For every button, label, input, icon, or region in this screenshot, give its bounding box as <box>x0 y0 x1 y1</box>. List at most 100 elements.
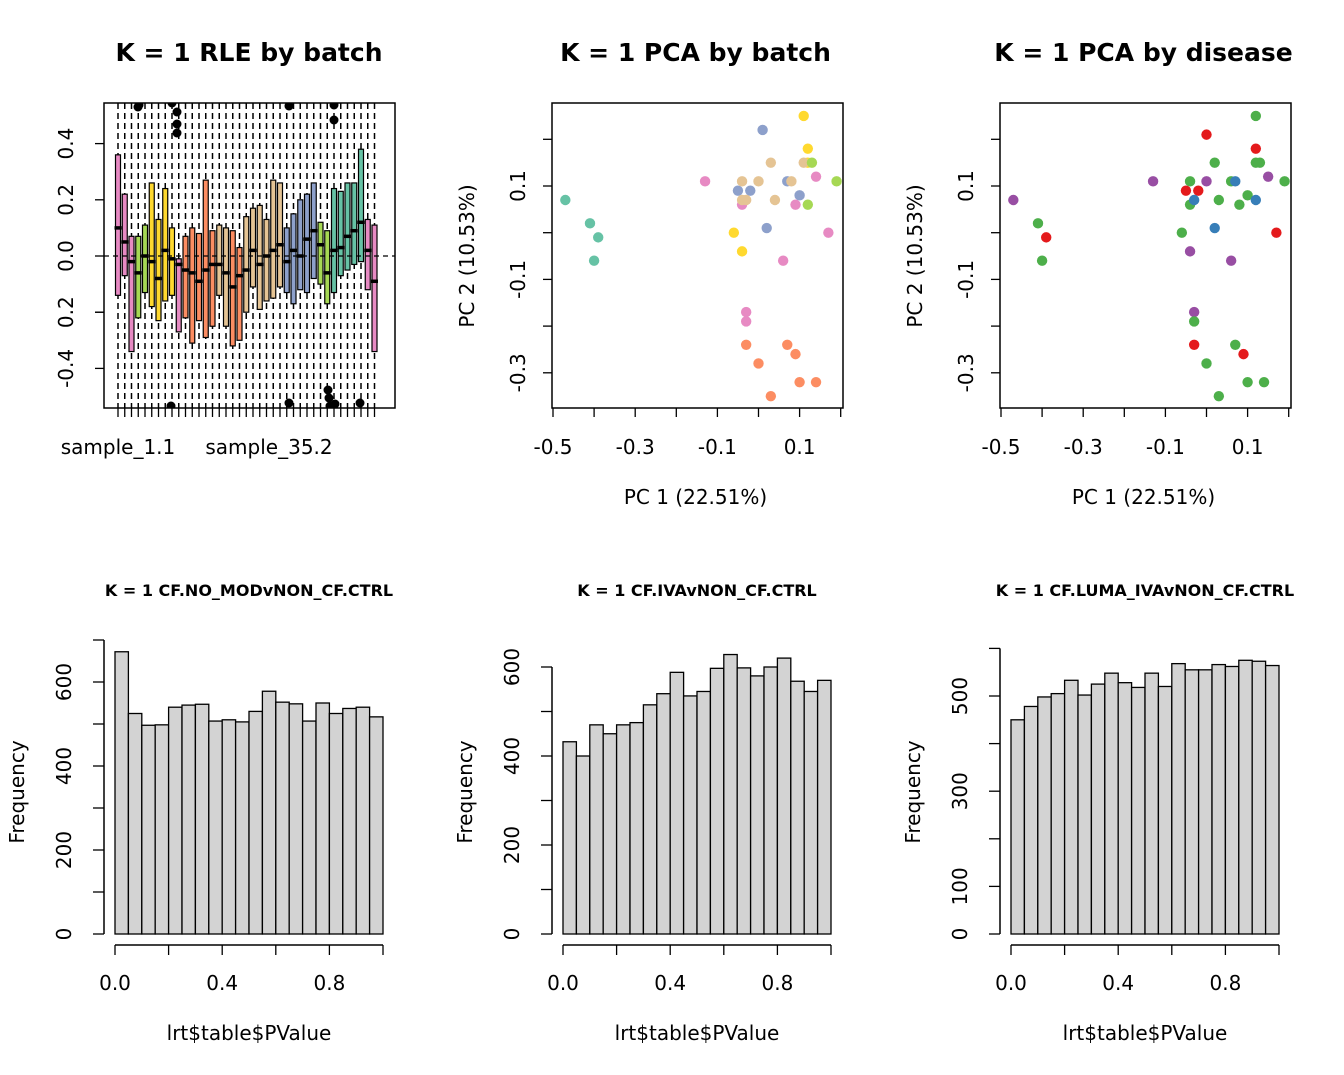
x-tick-label: -0.1 <box>1146 435 1185 459</box>
histogram-bar <box>669 671 685 935</box>
chart-title: K = 1 CF.NO_MODvNON_CF.CTRL <box>105 581 393 600</box>
data-point <box>1201 358 1212 369</box>
outlier-point <box>324 393 334 403</box>
histogram-bar <box>709 667 725 935</box>
box <box>371 224 378 353</box>
y-tick-label: 0.4 <box>54 128 78 160</box>
box <box>297 199 304 291</box>
y-axis-label: Frequency <box>453 740 477 843</box>
histogram-bar <box>181 704 197 935</box>
data-point <box>1230 176 1241 187</box>
data-point <box>1250 143 1262 154</box>
histogram-bar <box>642 704 658 935</box>
x-axis-label: PC 1 (22.51%) <box>624 485 767 509</box>
box <box>351 182 358 266</box>
y-tick-label: 600 <box>500 648 524 686</box>
data-point <box>802 199 814 210</box>
x-tick-label: -0.5 <box>533 435 572 459</box>
box <box>263 218 270 302</box>
data-point <box>1258 376 1270 388</box>
histogram-bar <box>167 706 183 935</box>
y-tick-label: 0.2 <box>54 296 78 328</box>
histogram-bar <box>1077 694 1093 935</box>
data-point <box>823 227 834 238</box>
plot-area <box>104 103 395 408</box>
data-point <box>798 157 809 168</box>
data-point <box>1242 376 1253 388</box>
y-tick-label: 600 <box>52 663 76 701</box>
box <box>276 182 284 288</box>
outlier-point <box>330 399 340 408</box>
box <box>135 235 142 319</box>
histogram-bar <box>615 724 631 935</box>
data-point <box>786 176 797 187</box>
histogram-bar <box>1184 669 1200 935</box>
histogram-bar <box>1197 669 1213 935</box>
histogram-bar <box>141 724 156 935</box>
histogram-bar <box>208 720 223 935</box>
y-tick-label: -0.1 <box>954 260 978 299</box>
histogram-bar <box>1171 662 1186 935</box>
data-point <box>740 306 752 318</box>
histogram-bar <box>234 721 250 935</box>
data-point <box>1008 194 1019 206</box>
data-point <box>584 218 596 229</box>
x-tick-label: -0.3 <box>616 435 655 459</box>
outlier-point <box>284 398 294 408</box>
histogram-bar <box>1157 685 1173 935</box>
box <box>155 218 162 322</box>
box <box>337 190 344 277</box>
data-point <box>1234 199 1245 210</box>
x-axis-label: PC 1 (22.51%) <box>1072 485 1215 509</box>
data-point <box>732 185 744 196</box>
data-point <box>765 390 777 402</box>
data-point <box>740 194 752 206</box>
y-tick-label: 100 <box>948 867 972 905</box>
data-point <box>736 176 748 187</box>
x-tick-label: 0.4 <box>654 971 686 995</box>
box <box>114 154 122 296</box>
data-point <box>560 194 571 206</box>
data-point <box>806 157 818 168</box>
histogram-bar <box>1104 672 1119 935</box>
data-point <box>1213 390 1225 402</box>
data-point <box>753 358 764 369</box>
box <box>256 204 263 310</box>
histogram-bar <box>1251 660 1267 935</box>
y-axis-label: Frequency <box>901 740 925 843</box>
histogram-bar <box>1130 686 1146 935</box>
data-point <box>810 376 822 388</box>
data-point <box>1213 194 1225 206</box>
box <box>168 227 176 296</box>
histogram-bar <box>656 693 671 935</box>
y-axis-label: Frequency <box>5 740 29 843</box>
outlier-point <box>284 103 294 111</box>
x-tick-label: 0.0 <box>547 971 579 995</box>
box <box>303 193 311 294</box>
histogram-bar <box>275 701 290 935</box>
x-tick-label: 0.8 <box>1209 971 1241 995</box>
x-tick-label: 0.8 <box>761 971 793 995</box>
outlier-point <box>329 103 339 110</box>
data-point <box>1250 194 1262 206</box>
outlier-point <box>166 401 176 408</box>
box <box>290 213 297 305</box>
histogram-bar <box>1090 683 1106 935</box>
data-point <box>1279 176 1290 187</box>
box <box>148 182 155 308</box>
data-point <box>745 185 756 196</box>
data-point <box>765 157 777 168</box>
histogram-bar <box>1264 664 1280 935</box>
x-tick-label: 0.4 <box>206 971 238 995</box>
data-point <box>1184 176 1196 187</box>
x-tick-label: 0.0 <box>995 971 1027 995</box>
data-point <box>802 143 814 154</box>
y-tick-label: 0.0 <box>54 240 78 272</box>
histogram-bar <box>342 707 357 935</box>
histogram-bar <box>629 721 645 935</box>
data-point <box>831 176 842 187</box>
data-point <box>588 255 600 266</box>
data-point <box>1036 255 1048 266</box>
chart-title: K = 1 PCA by batch <box>560 38 831 67</box>
histogram-bar <box>127 712 143 935</box>
